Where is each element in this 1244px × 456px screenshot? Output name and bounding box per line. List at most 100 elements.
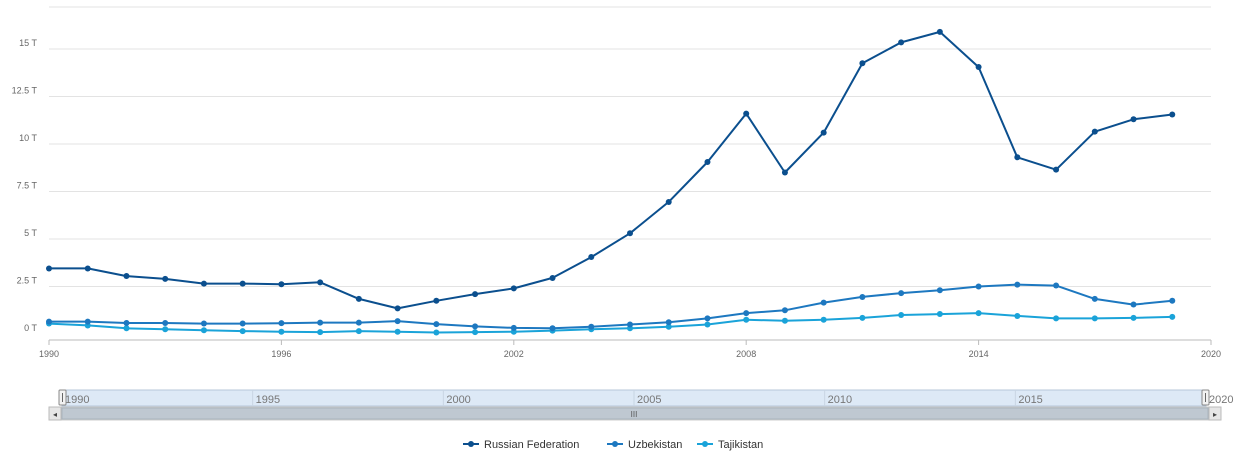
y-tick-label: 5 T bbox=[24, 228, 37, 238]
data-point-tajikistan bbox=[859, 314, 866, 321]
data-point-uzbekistan bbox=[472, 323, 479, 330]
y-tick-label: 7.5 T bbox=[17, 181, 38, 191]
range-navigator[interactable]: 1990 1995 2000 2005 2010 2015 2020 III ◂ ▸ bbox=[48, 389, 1233, 421]
x-axis: 1990 1996 2002 2008 2014 2020 bbox=[39, 339, 1221, 359]
data-point-uzbekistan bbox=[433, 321, 440, 328]
data-point-uzbekistan bbox=[898, 290, 905, 297]
data-point-russian-federation bbox=[936, 28, 943, 35]
data-point-russian-federation bbox=[1053, 166, 1060, 173]
data-point-tajikistan bbox=[433, 329, 440, 336]
x-tick-label: 1990 bbox=[39, 349, 59, 359]
data-point-uzbekistan bbox=[1014, 281, 1021, 288]
data-point-uzbekistan bbox=[239, 320, 246, 327]
scrollbar-left-button[interactable] bbox=[48, 406, 62, 421]
data-point-tajikistan bbox=[975, 310, 982, 317]
data-point-uzbekistan bbox=[510, 324, 517, 331]
navigator-label: 2000 bbox=[446, 394, 470, 406]
navigator-ticks: 1990 1995 2000 2005 2010 2015 2020 bbox=[65, 390, 1233, 406]
data-point-russian-federation bbox=[627, 230, 633, 237]
data-point-uzbekistan bbox=[704, 315, 711, 322]
data-point-tajikistan bbox=[317, 329, 324, 336]
data-point-russian-federation bbox=[743, 110, 750, 117]
legend-item-uzbekistan: Uzbekistan bbox=[607, 439, 682, 451]
data-point-uzbekistan bbox=[1130, 301, 1137, 308]
x-tick-label: 2008 bbox=[736, 349, 756, 359]
data-point-uzbekistan bbox=[200, 320, 207, 327]
data-point-tajikistan bbox=[200, 327, 207, 334]
data-point-russian-federation bbox=[278, 281, 285, 288]
series-line-tajikistan bbox=[48, 312, 1173, 334]
data-point-uzbekistan bbox=[743, 310, 750, 317]
data-point-russian-federation bbox=[510, 285, 517, 292]
y-tick-label: 0 T bbox=[24, 323, 37, 333]
navigator-label: 2010 bbox=[828, 394, 852, 406]
data-point-russian-federation bbox=[394, 305, 401, 312]
data-point-russian-federation bbox=[317, 279, 324, 286]
data-point-russian-federation bbox=[588, 254, 595, 261]
data-point-russian-federation bbox=[820, 129, 827, 136]
data-point-russian-federation bbox=[355, 295, 362, 302]
x-tick-label: 2014 bbox=[969, 349, 989, 359]
data-point-tajikistan bbox=[123, 325, 130, 332]
data-point-russian-federation bbox=[665, 198, 672, 205]
data-point-uzbekistan bbox=[820, 299, 827, 306]
data-point-russian-federation bbox=[704, 159, 711, 166]
data-point-russian-federation bbox=[1130, 116, 1137, 123]
data-point-tajikistan bbox=[1091, 315, 1098, 322]
data-point-tajikistan bbox=[1130, 314, 1137, 321]
y-tick-label: 12.5 T bbox=[12, 86, 38, 96]
data-point-tajikistan bbox=[394, 328, 401, 335]
series-russian-federation bbox=[46, 28, 1176, 312]
data-point-russian-federation bbox=[239, 280, 246, 287]
data-point-russian-federation bbox=[1169, 111, 1176, 118]
data-point-russian-federation bbox=[200, 280, 207, 287]
data-point-uzbekistan bbox=[46, 318, 52, 325]
data-point-uzbekistan bbox=[665, 319, 672, 326]
legend-item-tajikistan: Tajikistan bbox=[697, 439, 763, 451]
data-point-tajikistan bbox=[665, 323, 672, 330]
data-point-russian-federation bbox=[898, 39, 905, 46]
data-point-uzbekistan bbox=[278, 320, 285, 327]
y-tick-label: 10 T bbox=[19, 133, 37, 143]
data-point-uzbekistan bbox=[394, 318, 401, 325]
data-point-tajikistan bbox=[1053, 315, 1060, 322]
series-line-uzbekistan bbox=[49, 283, 1173, 330]
data-point-uzbekistan bbox=[84, 318, 91, 325]
scrollbar-grip: III bbox=[631, 410, 638, 419]
series-group bbox=[46, 28, 1176, 336]
x-tick-label: 2020 bbox=[1201, 349, 1221, 359]
data-point-tajikistan bbox=[1169, 313, 1176, 320]
data-point-tajikistan bbox=[820, 316, 827, 323]
data-point-tajikistan bbox=[898, 312, 905, 318]
data-point-russian-federation bbox=[1091, 128, 1098, 135]
data-point-russian-federation bbox=[433, 297, 440, 304]
data-point-uzbekistan bbox=[588, 323, 595, 330]
data-point-uzbekistan bbox=[1169, 297, 1176, 304]
data-point-uzbekistan bbox=[549, 325, 556, 332]
data-point-russian-federation bbox=[549, 274, 556, 281]
scrollbar-right-button[interactable] bbox=[1208, 406, 1222, 421]
series-uzbekistan bbox=[46, 281, 1176, 332]
data-point-uzbekistan bbox=[781, 307, 788, 314]
data-point-uzbekistan bbox=[1091, 295, 1098, 302]
data-point-uzbekistan bbox=[627, 321, 633, 328]
x-tick-label: 2002 bbox=[504, 349, 524, 359]
data-point-russian-federation bbox=[123, 273, 130, 280]
data-point-tajikistan bbox=[162, 326, 169, 333]
scrollbar-thumb[interactable] bbox=[61, 407, 1209, 420]
data-point-tajikistan bbox=[278, 328, 285, 335]
navigator-label: 2015 bbox=[1018, 394, 1042, 406]
data-point-uzbekistan bbox=[123, 319, 130, 326]
y-tick-label: 2.5 T bbox=[17, 276, 38, 286]
x-tick-label: 1996 bbox=[271, 349, 291, 359]
data-point-russian-federation bbox=[84, 265, 91, 272]
y-axis: 0 T 2.5 T 5 T 7.5 T 10 T 12.5 T 15 T bbox=[12, 38, 38, 333]
y-tick-label: 15 T bbox=[19, 38, 37, 48]
data-point-tajikistan bbox=[239, 328, 246, 335]
data-point-russian-federation bbox=[472, 291, 479, 298]
data-point-uzbekistan bbox=[162, 319, 169, 326]
data-point-russian-federation bbox=[781, 169, 788, 176]
data-point-tajikistan bbox=[355, 328, 362, 335]
legend-marker-icon bbox=[468, 441, 474, 447]
data-point-uzbekistan bbox=[355, 319, 362, 326]
